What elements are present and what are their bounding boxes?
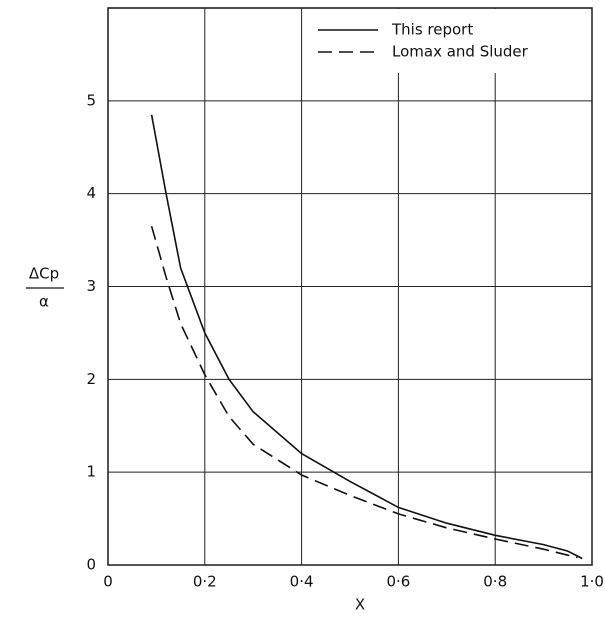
data-line <box>150 114 583 560</box>
x-axis-label: X <box>355 596 365 614</box>
y-tick-label: 3 <box>86 277 96 295</box>
x-tick-label: 0·2 <box>193 573 217 591</box>
y-tick-label: 4 <box>86 184 96 202</box>
x-tick-label: 0 <box>103 573 113 591</box>
y-tick-label: 2 <box>86 370 96 388</box>
x-tick-label: 0·4 <box>290 573 314 591</box>
y-axis-label: ΔCp <box>29 265 59 283</box>
data-line <box>150 225 578 559</box>
legend-label: This report <box>391 21 473 39</box>
y-tick-label: 0 <box>86 556 96 574</box>
x-tick-label: 0·6 <box>386 573 410 591</box>
legend-label: Lomax and Sluder <box>392 43 529 61</box>
x-tick-label: 1·0 <box>580 573 604 591</box>
y-axis-label: α <box>39 293 49 311</box>
y-tick-label: 5 <box>86 91 96 109</box>
y-tick-label: 1 <box>86 463 96 481</box>
legend-box <box>305 9 591 73</box>
x-tick-label: 0·8 <box>483 573 507 591</box>
